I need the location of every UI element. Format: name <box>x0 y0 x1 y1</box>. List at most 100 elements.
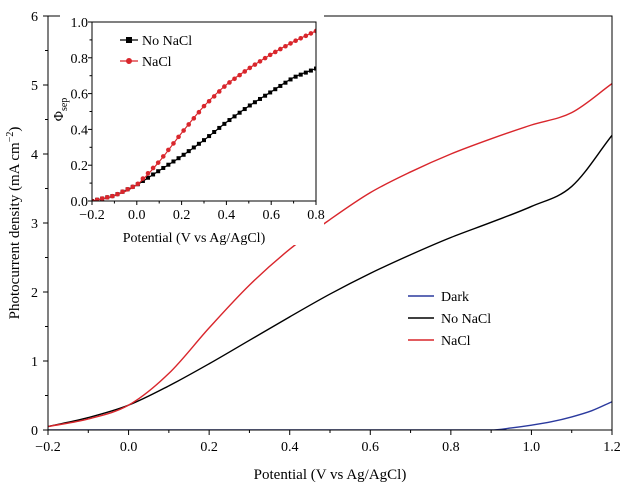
inset-marker-no-nacl <box>186 149 191 154</box>
inset-marker-nacl <box>267 52 273 58</box>
legend-label-no-nacl: No NaCl <box>441 312 491 327</box>
inset-marker-no-nacl <box>140 178 145 183</box>
inset-marker-nacl <box>110 193 115 199</box>
y-tick-label: 5 <box>31 79 38 94</box>
inset-marker-nacl <box>211 94 217 99</box>
inset-marker-nacl <box>237 72 242 78</box>
inset-marker-nacl <box>160 154 166 159</box>
inset-marker-no-nacl <box>161 165 166 170</box>
inset-y-axis-label-main: Φ <box>52 111 67 121</box>
inset-x-axis-label: Potential (V vs Ag/AgCl) <box>123 231 266 246</box>
inset-marker-nacl <box>186 122 192 127</box>
y-tick-label: 1 <box>31 355 38 370</box>
inset-marker-no-nacl <box>288 77 293 82</box>
x-tick-label: 1.0 <box>523 440 541 455</box>
main-chart: −0.2 0.0 0.2 0.4 0.6 0.8 1.0 1.20123456Potentia… <box>5 10 621 483</box>
inset-marker-nacl <box>313 28 316 34</box>
y-tick-label: 3 <box>31 217 38 232</box>
series-line-nacl <box>48 83 612 428</box>
inset-marker-no-nacl <box>207 134 212 139</box>
inset-marker-no-nacl <box>166 162 171 167</box>
inset-marker-nacl <box>130 184 136 190</box>
inset-marker-no-nacl <box>176 156 181 161</box>
inset-legend-marker-no-nacl <box>126 37 132 43</box>
inset-marker-no-nacl <box>293 74 298 79</box>
inset-marker-nacl <box>278 46 283 52</box>
inset-x-tick-label: 0.8 <box>307 208 325 223</box>
inset-x-tick-label: 0.0 <box>128 208 146 223</box>
inset-y-tick-label: 0.0 <box>71 195 89 210</box>
inset-marker-nacl <box>216 89 222 94</box>
inset-chart: −0.2 0.0 0.2 0.4 0.6 0.80.00.20.40.60.81.0Pot… <box>52 14 325 246</box>
inset-marker-no-nacl <box>156 169 161 174</box>
series-line-dark <box>48 401 612 430</box>
inset-marker-nacl <box>257 59 263 64</box>
inset-marker-nacl <box>196 109 202 115</box>
inset-marker-nacl <box>181 128 186 133</box>
inset-legend-label-no-nacl: No NaCl <box>142 34 192 49</box>
inset-background <box>60 14 324 245</box>
inset-marker-no-nacl <box>222 121 227 126</box>
inset-marker-no-nacl <box>283 80 288 85</box>
inset-marker-no-nacl <box>268 90 273 95</box>
inset-marker-nacl <box>308 31 314 36</box>
inset-marker-nacl <box>247 65 253 71</box>
y-tick-label: 4 <box>31 148 38 163</box>
inset-marker-nacl <box>99 196 105 201</box>
inset-marker-nacl <box>262 55 268 61</box>
inset-marker-nacl <box>283 43 288 49</box>
x-tick-label: 0.4 <box>281 440 299 455</box>
inset-y-axis-label: Φsep <box>52 98 70 122</box>
inset-legend-marker-nacl <box>126 58 132 64</box>
inset-marker-nacl <box>201 103 207 109</box>
legend-label-nacl: NaCl <box>441 334 471 349</box>
inset-y-tick-label: 1.0 <box>71 16 89 31</box>
inset-marker-nacl <box>242 69 248 74</box>
inset-marker-nacl <box>176 134 181 140</box>
inset-x-tick-label: 0.6 <box>262 208 280 223</box>
inset-marker-no-nacl <box>258 96 262 101</box>
inset-marker-nacl <box>232 76 237 82</box>
inset-marker-no-nacl <box>247 103 252 108</box>
inset-x-tick-label: 0.2 <box>173 208 191 223</box>
inset-marker-nacl <box>222 84 227 89</box>
inset-marker-no-nacl <box>232 114 237 119</box>
y-tick-label: 0 <box>31 424 38 439</box>
series-line-no-nacl <box>48 134 612 428</box>
inset-marker-nacl <box>166 147 171 153</box>
x-axis-label: Potential (V vs Ag/AgCl) <box>254 467 407 483</box>
inset-marker-no-nacl <box>196 141 201 146</box>
y-axis-label-close: ) <box>7 127 23 132</box>
inset-marker-no-nacl <box>151 172 156 177</box>
inset-marker-no-nacl <box>263 93 268 98</box>
inset-y-tick-label: 0.8 <box>71 52 89 67</box>
x-tick-label: 0.6 <box>362 440 380 455</box>
inset-marker-nacl <box>155 160 161 165</box>
inset-marker-no-nacl <box>298 72 303 77</box>
inset-y-tick-label: 0.6 <box>71 88 89 103</box>
y-tick-label: 2 <box>31 286 38 301</box>
legend-label-dark: Dark <box>441 290 469 305</box>
inset-y-axis-label-subscript: sep <box>59 98 70 111</box>
inset-marker-nacl <box>104 195 110 200</box>
inset-marker-nacl <box>140 176 146 181</box>
x-tick-label: 0.8 <box>442 440 460 455</box>
inset-marker-no-nacl <box>308 68 313 73</box>
inset-marker-no-nacl <box>191 145 196 150</box>
inset-marker-nacl <box>303 33 309 39</box>
y-tick-label: 6 <box>31 10 38 25</box>
inset-marker-no-nacl <box>217 125 222 130</box>
y-axis-label-main: Photocurrent density (mA cm <box>7 142 23 319</box>
inset-marker-no-nacl <box>278 83 283 88</box>
inset-marker-nacl <box>145 170 151 176</box>
inset-series-nacl <box>92 28 316 201</box>
inset-marker-nacl <box>227 80 232 85</box>
inset-marker-nacl <box>288 41 293 46</box>
inset-marker-nacl <box>206 98 212 104</box>
inset-y-tick-label: 0.4 <box>71 123 89 138</box>
inset-marker-no-nacl <box>303 70 308 75</box>
inset-marker-nacl <box>135 181 141 187</box>
x-tick-label: 0.2 <box>200 440 218 455</box>
inset-marker-no-nacl <box>227 118 232 123</box>
